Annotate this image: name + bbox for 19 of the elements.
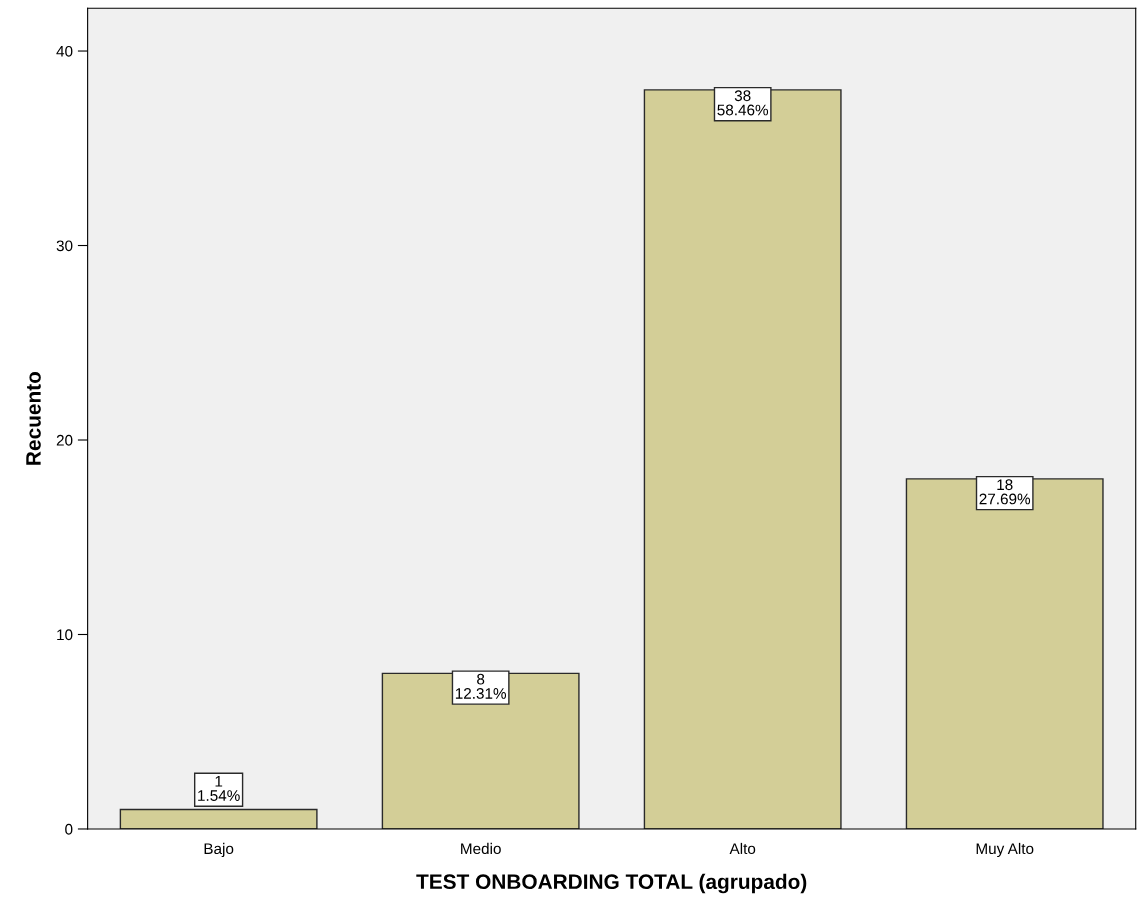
data-label: 38 58.46% <box>717 90 769 116</box>
data-label: 8 12.31% <box>455 673 507 699</box>
bar <box>643 89 842 829</box>
data-label: 18 27.69% <box>979 479 1031 505</box>
y-tick-label: 40 <box>56 45 73 57</box>
y-tick-label: 20 <box>56 434 73 446</box>
bar <box>119 808 318 829</box>
y-tick-label: 30 <box>56 240 73 252</box>
x-tick-label: Bajo <box>204 842 234 858</box>
x-tick-label: Alto <box>729 842 756 855</box>
y-tick-label: 10 <box>57 629 73 641</box>
y-axis-title: Recuento <box>26 371 41 465</box>
x-axis-title: TEST ONBOARDING TOTAL (agrupado) <box>416 873 807 894</box>
y-tick-label: 0 <box>65 823 73 835</box>
data-label: 1 1.54% <box>198 776 240 801</box>
bar <box>905 478 1104 829</box>
bar <box>381 672 580 829</box>
x-tick-label: Muy Alto <box>976 842 1034 858</box>
x-tick-label: Medio <box>461 842 501 855</box>
